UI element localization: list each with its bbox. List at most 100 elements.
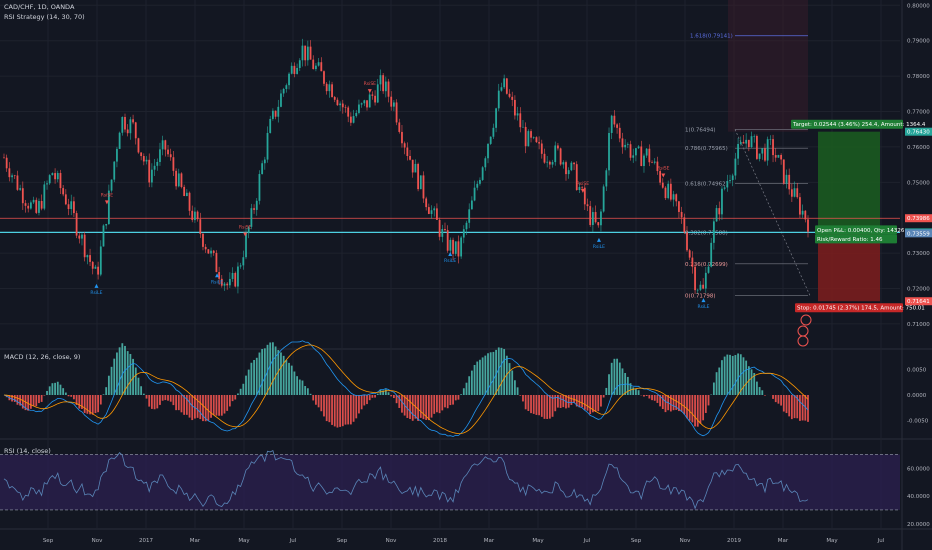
candle-body: [688, 250, 691, 258]
alert-icon: [800, 314, 812, 326]
macd-bar: [153, 395, 156, 410]
symbol-title: CAD/CHF, 1D, OANDA: [4, 3, 75, 11]
candle-body: [672, 194, 675, 200]
macd-bar: [758, 387, 761, 395]
candle-body: [419, 175, 422, 190]
macd-bar: [573, 395, 575, 403]
candle-body: [691, 257, 694, 267]
candle-body: [48, 175, 51, 184]
macd-bar: [288, 362, 290, 395]
candle-body: [382, 75, 385, 92]
long-signal-arrow: [448, 252, 453, 257]
candle-body: [756, 136, 758, 159]
macd-bar: [116, 352, 118, 395]
macd-bar: [780, 395, 783, 406]
macd-bar: [470, 370, 473, 395]
candle-body: [707, 266, 710, 273]
candle-body: [379, 75, 382, 85]
macd-bar: [390, 395, 393, 397]
candle-body: [73, 201, 75, 214]
candle-body: [624, 144, 627, 148]
short-signal-arrow: [243, 232, 248, 237]
macd-bar: [363, 395, 366, 406]
macd-bar: [618, 362, 621, 395]
macd-bar: [686, 395, 688, 419]
time-tick-label: 2019: [727, 538, 741, 544]
macd-bar: [433, 395, 436, 414]
macd-bar: [785, 395, 788, 414]
candle-body: [315, 65, 317, 70]
candle-body: [290, 65, 293, 74]
macd-bar: [129, 353, 132, 395]
macd-bar: [629, 383, 632, 395]
macd-bar: [656, 395, 659, 403]
candle-body: [643, 155, 645, 167]
macd-bar: [807, 395, 809, 422]
macd-bar: [651, 395, 653, 401]
macd-bar: [137, 377, 140, 395]
candle-body: [59, 173, 62, 189]
candle-body: [398, 122, 401, 132]
macd-bar: [454, 395, 457, 401]
macd-bar: [801, 395, 804, 421]
candle-body: [454, 241, 457, 254]
macd-bar: [309, 393, 312, 395]
candle-body: [32, 199, 35, 203]
macd-bar: [516, 387, 519, 395]
candle-body: [613, 115, 616, 125]
candle-body: [425, 198, 428, 208]
macd-bar: [325, 395, 328, 422]
candle-body: [196, 211, 199, 220]
long-signal-label: RsiLE: [90, 290, 102, 296]
open-pnl-label-bg: [815, 225, 897, 235]
candle-body: [651, 162, 653, 163]
candle-body: [328, 84, 331, 92]
candle-body: [594, 212, 597, 223]
candle-body: [46, 183, 48, 185]
candle-body: [460, 237, 463, 257]
candle-body: [600, 211, 602, 226]
candle-body: [543, 153, 546, 163]
candle-body: [183, 186, 186, 197]
macd-bar: [527, 395, 530, 411]
macd-bar: [145, 395, 148, 399]
candle-body: [121, 116, 124, 133]
candle-body: [263, 159, 266, 164]
macd-bar: [54, 382, 56, 395]
macd-bar: [62, 388, 65, 395]
candle-body: [355, 112, 358, 117]
candle-body: [653, 161, 656, 163]
candle-body: [172, 157, 175, 171]
candle-body: [659, 171, 662, 183]
macd-bar: [247, 369, 250, 395]
candle-body: [137, 138, 140, 153]
candle-body: [177, 173, 180, 187]
candle-body: [349, 116, 352, 123]
candle-body: [202, 233, 204, 247]
macd-bar: [126, 351, 129, 395]
macd-bar: [40, 395, 43, 402]
macd-bar: [745, 360, 748, 395]
candle-body: [51, 173, 54, 176]
stop-zone: [818, 232, 880, 302]
macd-bar: [258, 352, 261, 395]
macd-bar: [449, 395, 452, 406]
macd-bar: [320, 395, 323, 412]
macd-bar: [263, 348, 266, 395]
time-tick-label: May: [238, 538, 250, 544]
alert-icon: [797, 325, 809, 337]
candle-body: [384, 81, 387, 92]
macd-bar: [696, 395, 699, 427]
macd-bar: [207, 395, 210, 421]
macd-bar: [417, 395, 420, 421]
candle-body: [91, 261, 94, 269]
candle-body: [414, 163, 417, 173]
candle-body: [75, 213, 78, 236]
macd-bar: [296, 376, 298, 395]
candle-body: [43, 184, 46, 209]
macd-bar: [261, 349, 264, 395]
candle-body: [532, 137, 535, 138]
macd-bar: [371, 395, 374, 398]
candle-body: [505, 78, 508, 94]
